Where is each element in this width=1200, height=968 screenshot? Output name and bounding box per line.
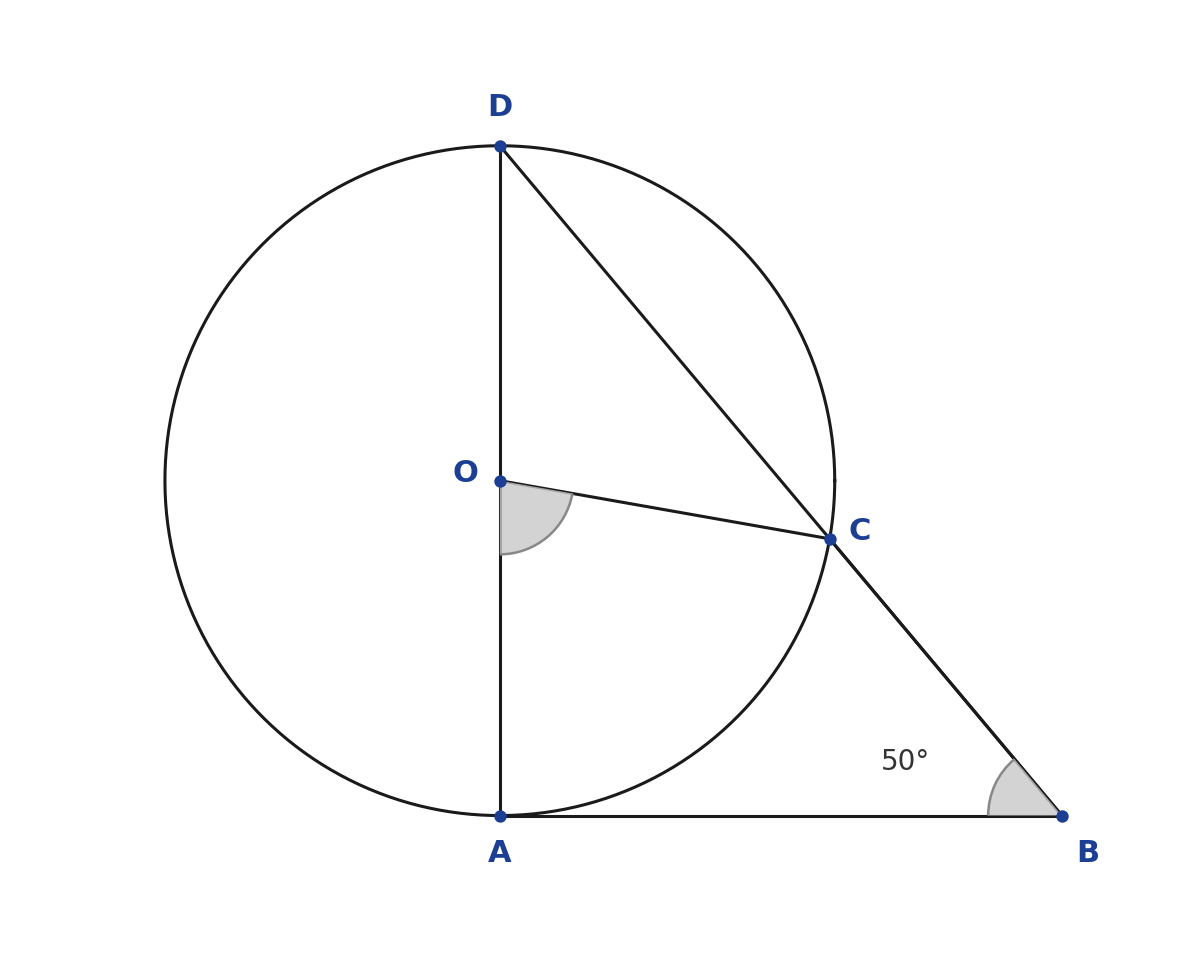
Text: C: C xyxy=(848,517,871,546)
Point xyxy=(1052,808,1072,824)
Text: O: O xyxy=(452,459,479,488)
Point xyxy=(491,473,510,489)
Text: A: A xyxy=(488,839,511,868)
Point xyxy=(491,808,510,824)
Text: D: D xyxy=(487,93,512,122)
Text: 50°: 50° xyxy=(881,747,930,775)
Point xyxy=(491,138,510,154)
Point xyxy=(820,531,839,547)
Text: B: B xyxy=(1076,839,1099,868)
Wedge shape xyxy=(500,481,572,555)
Wedge shape xyxy=(988,759,1062,816)
